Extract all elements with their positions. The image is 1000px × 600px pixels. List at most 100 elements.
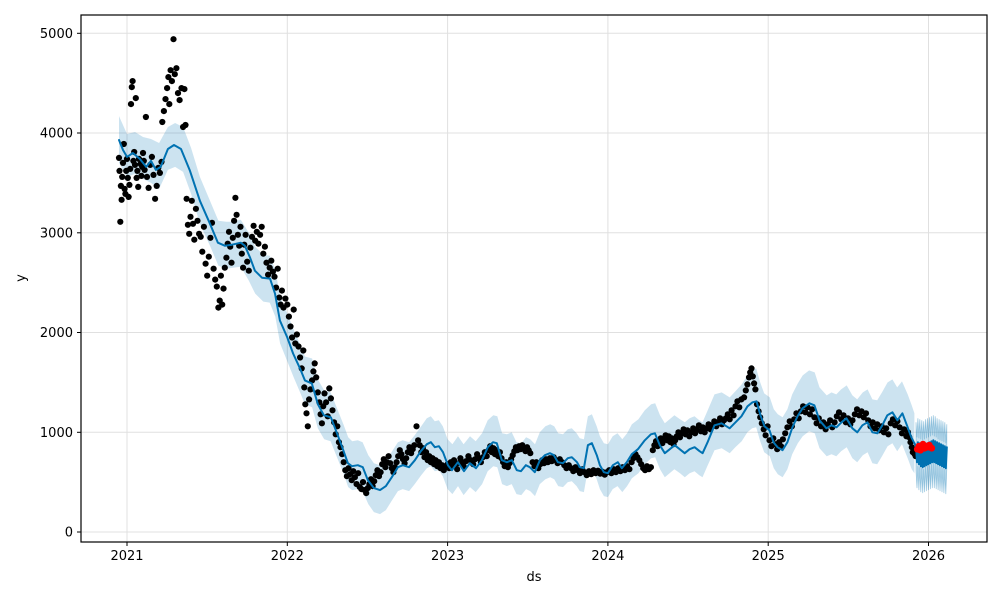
observation-point [207, 234, 214, 241]
x-tick-label: 2025 [752, 549, 785, 564]
observation-point [271, 273, 278, 280]
observation-points [115, 36, 919, 497]
observation-point [340, 459, 347, 466]
observation-point [726, 416, 733, 423]
observation-point [167, 67, 174, 74]
observation-point [311, 360, 318, 367]
observation-point [736, 404, 743, 411]
observation-point [139, 149, 147, 157]
observation-point [192, 205, 199, 212]
observation-point [782, 430, 789, 437]
observation-point [260, 250, 267, 257]
observation-point [170, 36, 177, 43]
observation-point [326, 385, 333, 392]
observation-point [125, 193, 132, 200]
observation-point [413, 423, 420, 430]
observation-point [359, 479, 367, 486]
observation-point [126, 181, 133, 188]
observation-point [261, 243, 268, 250]
observation-point [862, 410, 870, 417]
observation-point [221, 264, 228, 271]
observation-point [321, 390, 328, 397]
observation-point [647, 464, 655, 471]
observation-point [250, 222, 257, 229]
x-tick-label: 2026 [912, 549, 945, 564]
observation-point [377, 469, 384, 476]
observation-point [184, 221, 191, 228]
observation-point [454, 466, 461, 473]
observation-point [355, 470, 362, 477]
observation-point [133, 174, 140, 181]
observation-point [462, 458, 470, 465]
observation-point [741, 394, 748, 401]
observation-point [649, 447, 656, 454]
observation-point [268, 257, 275, 264]
observation-point [194, 217, 201, 224]
observation-point [242, 231, 249, 238]
observation-point [199, 248, 206, 255]
observation-point [141, 166, 148, 173]
observation-point [345, 465, 352, 472]
observation-point [134, 167, 141, 174]
observation-point [297, 354, 304, 361]
uncertainty-band-area [119, 116, 915, 515]
observation-point [189, 220, 197, 227]
observation-point [118, 196, 125, 203]
observation-point [183, 195, 190, 202]
observation-point [213, 283, 220, 290]
observation-point [724, 411, 731, 418]
observation-point [240, 264, 247, 271]
observation-point [145, 184, 152, 191]
y-tick-label: 1000 [40, 426, 73, 441]
observation-point [304, 423, 311, 430]
observation-point [363, 490, 370, 497]
y-axis-label: y [14, 274, 29, 282]
observation-point [187, 213, 194, 220]
observation-point [730, 412, 737, 419]
observation-point [813, 420, 820, 427]
observation-point [148, 153, 155, 160]
observation-point [883, 425, 890, 432]
observation-point [285, 313, 292, 320]
observation-point [225, 228, 233, 235]
observation-point [237, 223, 244, 230]
observation-point [160, 108, 167, 115]
observation-point [138, 172, 145, 179]
observation-point [751, 380, 758, 387]
observation-point [171, 71, 178, 78]
y-tick-label: 4000 [40, 127, 73, 142]
x-axis-ticks: 2021 2022 2023 2024 2025 2026 [110, 542, 945, 564]
observation-point [300, 347, 307, 354]
observation-point [182, 121, 189, 129]
x-tick-label: 2021 [110, 549, 143, 564]
observation-point [231, 217, 238, 224]
observation-point [748, 365, 755, 372]
observation-point [121, 185, 128, 192]
observation-point [129, 78, 136, 85]
observation-point [165, 74, 172, 81]
observation-point [274, 265, 281, 272]
observation-point [752, 386, 759, 393]
observation-point [382, 464, 389, 471]
observation-point [387, 460, 394, 467]
observation-point [152, 195, 159, 202]
observation-point [156, 169, 163, 176]
observation-point [245, 267, 252, 274]
observation-point [278, 287, 285, 294]
observation-point [142, 113, 149, 121]
observation-point [742, 387, 749, 394]
observation-point [806, 411, 814, 418]
observation-point [306, 396, 313, 403]
observation-point [728, 407, 735, 414]
observation-point [143, 173, 151, 180]
observation-point [411, 442, 418, 449]
observation-point [234, 231, 241, 238]
observation-point [350, 468, 357, 475]
observation-point [849, 417, 856, 424]
observation-point [303, 410, 310, 417]
recent-observation-points [913, 440, 936, 454]
observation-point [265, 271, 272, 278]
observation-point [205, 253, 212, 260]
